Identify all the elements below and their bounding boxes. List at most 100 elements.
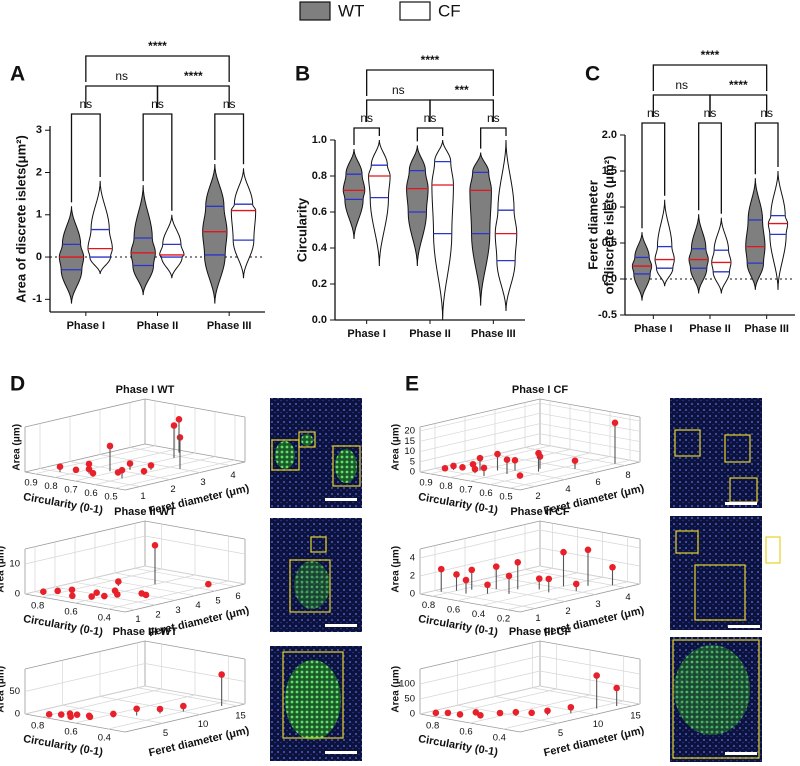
significance-label: **** <box>148 39 167 53</box>
roi-box <box>282 651 344 739</box>
point <box>85 465 93 473</box>
z-tick-label: 0 <box>410 589 415 600</box>
x-tick-label: Phase III <box>207 320 252 332</box>
grid-line <box>34 591 136 611</box>
significance-bracket <box>480 127 507 149</box>
x-axis-label: Circularity (0-1) <box>22 733 104 759</box>
grid-line <box>39 468 141 487</box>
grid-line <box>41 568 162 598</box>
point <box>114 591 121 598</box>
y-tick-label: 2 <box>170 484 175 495</box>
grid-line <box>419 655 541 685</box>
grid-line <box>144 535 246 555</box>
violin <box>159 214 185 279</box>
point <box>611 419 619 427</box>
grid-line <box>24 535 146 565</box>
point <box>142 591 150 599</box>
significance-bracket <box>652 94 711 117</box>
point <box>88 593 95 600</box>
grid-line <box>114 459 236 489</box>
point <box>170 422 178 429</box>
x-tick-label: 0.8 <box>31 601 44 612</box>
y-tick-label: 6 <box>595 477 600 488</box>
z-axis-label: Area (μm) <box>391 424 402 471</box>
significance-bracket <box>652 64 768 91</box>
point <box>85 460 93 468</box>
grid-line <box>539 547 641 567</box>
roi-box <box>310 536 327 553</box>
grid-line <box>144 565 246 585</box>
point <box>86 713 94 721</box>
scale-bar <box>325 624 357 627</box>
scale-bar <box>725 752 757 755</box>
point <box>93 589 100 596</box>
grid-line <box>469 694 591 724</box>
grid-line <box>432 567 553 597</box>
point <box>459 463 466 471</box>
y-tick-label: 0.0 <box>312 314 327 326</box>
z-axis-label: Area (μm) <box>0 546 7 593</box>
violin <box>368 139 391 267</box>
point <box>471 465 479 473</box>
violin <box>469 152 492 306</box>
x-tick-label: 0.5 <box>104 492 117 503</box>
point <box>477 712 484 719</box>
grid-line <box>457 704 558 724</box>
point <box>468 566 476 574</box>
y-tick-label: 4 <box>195 600 200 611</box>
scale-bar <box>725 502 757 505</box>
point <box>151 542 159 549</box>
point <box>516 472 524 479</box>
grid-line <box>134 567 236 587</box>
grid-line <box>419 402 541 432</box>
grid-line <box>144 685 246 705</box>
x-tick-label: 0.4 <box>493 733 506 744</box>
grid-line <box>24 663 146 692</box>
point <box>118 466 126 474</box>
significance-bracket <box>70 113 101 203</box>
axes-box <box>24 398 246 491</box>
grid-line <box>419 547 541 577</box>
x-tick-label: Phase I <box>67 320 106 332</box>
significance-label: ns <box>392 83 405 97</box>
roi-box <box>672 639 760 759</box>
x-tick-label: 0.7 <box>459 485 472 496</box>
grid-line <box>114 572 216 592</box>
point <box>453 571 460 578</box>
grid-line <box>419 433 541 463</box>
significance-bracket <box>353 127 380 145</box>
point <box>106 442 114 450</box>
scale-bar <box>325 751 357 754</box>
grid-line <box>94 577 196 597</box>
chart-title: Phase I CF <box>512 384 569 396</box>
point <box>56 463 64 471</box>
x-tick-label: 0.7 <box>64 485 77 496</box>
x-tick-label: Phase III <box>744 323 789 335</box>
significance-bracket <box>709 94 768 117</box>
grid-line <box>429 445 551 475</box>
panel-label: D <box>10 373 25 396</box>
legend-label: CF <box>438 1 461 20</box>
y-tick-label: 2 <box>155 610 160 621</box>
islet <box>285 660 341 740</box>
significance-label: ns <box>675 78 688 92</box>
significance-bracket <box>641 122 666 229</box>
grid-line <box>494 576 596 595</box>
point <box>572 580 580 588</box>
z-tick-label: 0 <box>15 709 20 720</box>
y-tick-label: 1 <box>140 491 145 502</box>
y-tick-label: 1.0 <box>312 134 327 146</box>
y-tick-label: 2 <box>565 606 570 617</box>
point <box>593 672 600 679</box>
violin <box>130 185 156 296</box>
y-tick-label: 10 <box>198 719 209 730</box>
y-tick-label: 10 <box>593 719 604 730</box>
axes-box <box>419 520 641 613</box>
grid-line <box>34 445 156 475</box>
x-tick-label: 0.6 <box>459 727 472 738</box>
chart-title: Phase I WT <box>116 384 175 396</box>
x-tick-label: 0.9 <box>419 477 432 488</box>
point <box>560 548 567 556</box>
z-tick-label: 0 <box>15 589 20 600</box>
y-tick-label: 2.0 <box>602 129 617 141</box>
